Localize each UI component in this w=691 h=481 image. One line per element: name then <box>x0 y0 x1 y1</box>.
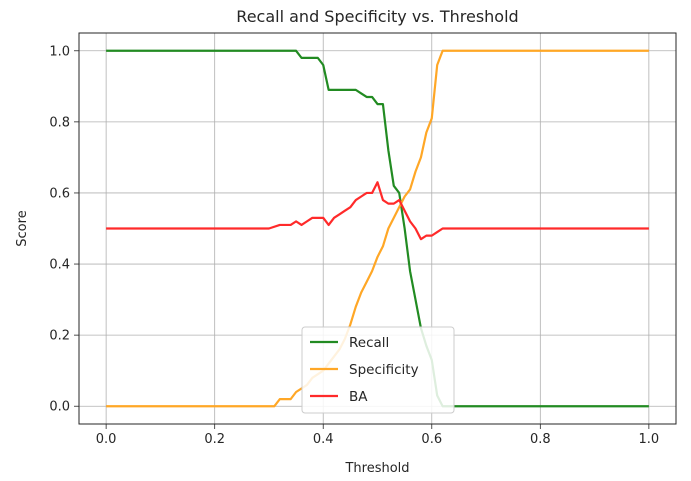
y-ticks: 0.0 0.2 0.4 0.6 0.8 1.0 <box>49 44 79 415</box>
plot-frame <box>78 32 677 425</box>
x-tick-label: 0.8 <box>530 432 551 447</box>
y-tick-label: 0.8 <box>49 115 70 130</box>
legend-box <box>301 326 455 414</box>
x-tick-label: 1.0 <box>639 432 660 447</box>
y-tick-label: 0.2 <box>49 329 70 344</box>
x-tick-label: 0.2 <box>204 432 225 447</box>
y-tick-label: 1.0 <box>49 44 70 59</box>
x-ticks: 0.0 0.2 0.4 0.6 0.8 1.0 <box>96 424 659 447</box>
y-axis-label: Score <box>15 210 30 246</box>
x-tick-label: 0.6 <box>421 432 442 447</box>
legend-label: Recall <box>349 335 389 351</box>
legend: Recall Specificity BA <box>301 326 455 414</box>
x-axis-label: Threshold <box>344 461 409 476</box>
y-tick-label: 0.6 <box>49 186 70 201</box>
legend-label: Specificity <box>349 362 419 378</box>
y-tick-label: 0.0 <box>49 400 70 415</box>
x-tick-label: 0.0 <box>96 432 117 447</box>
y-tick-label: 0.4 <box>49 258 70 273</box>
chart-title: Recall and Specificity vs. Threshold <box>236 7 518 26</box>
legend-label: BA <box>349 389 368 405</box>
x-tick-label: 0.4 <box>313 432 334 447</box>
series-line-ba <box>106 181 649 241</box>
